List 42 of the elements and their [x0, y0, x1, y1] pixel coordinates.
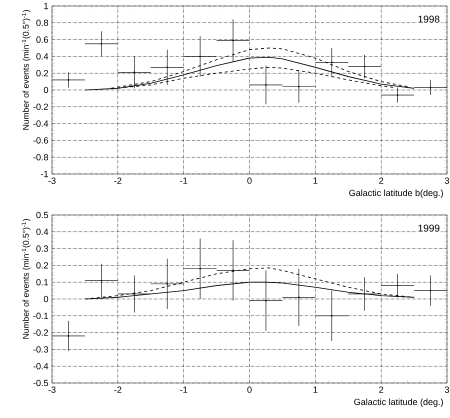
x-tick-label: -2 — [114, 386, 122, 393]
y-tick-label: 0.3 — [36, 245, 48, 252]
y-tick-label: -0.4 — [33, 120, 48, 127]
y-tick-label: -1 — [40, 170, 48, 178]
x-tick-label: 3 — [444, 178, 450, 184]
y-tick-label: -0.5 — [33, 380, 48, 386]
y-tick-label: 0.5 — [36, 212, 48, 218]
x-tick-label: 0 — [247, 386, 252, 393]
y-tick-label: -0.4 — [33, 363, 48, 370]
x-tick-label: 2 — [379, 178, 384, 184]
x-tick-label: -1 — [180, 178, 188, 184]
x-tick-label: -3 — [48, 178, 56, 184]
y-tick-label: -0.3 — [33, 346, 48, 353]
x-tick-label: 2 — [379, 386, 384, 393]
y-tick-label: 0.8 — [36, 20, 48, 26]
y-tick-label: 1 — [44, 2, 48, 10]
y-tick-label: 0 — [44, 86, 48, 94]
y-tick-label: -0.2 — [33, 104, 48, 110]
y-axis-title: Number of events (min$^{-1}$(0.5°)$^{-1}$) — [22, 219, 30, 339]
y-tick-label: -0.1 — [33, 312, 48, 319]
y-tick-label: 0 — [44, 296, 48, 302]
y-tick-label: 0.6 — [36, 36, 48, 43]
x-tick-label: 1 — [314, 178, 318, 184]
x-tick-label: -3 — [48, 386, 56, 393]
y-tick-label: 0.2 — [36, 70, 48, 76]
y-tick-label: 0.1 — [36, 279, 48, 286]
x-tick-label: -2 — [114, 178, 122, 184]
annotation: 1998 — [418, 16, 440, 23]
y-tick-label: 0.4 — [36, 228, 48, 235]
y-tick-label: 0.2 — [36, 262, 48, 269]
y-tick-label: -0.6 — [33, 137, 48, 144]
x-axis-title: Galactic latitude (deg.) — [354, 398, 443, 407]
x-axis-title: Galactic latitude b(deg.) — [349, 190, 443, 198]
annotation: 1999 — [418, 224, 440, 232]
x-tick-label: 1 — [314, 386, 318, 393]
x-tick-label: -1 — [180, 386, 188, 393]
y-tick-label: 0.4 — [36, 53, 48, 60]
x-tick-label: 3 — [444, 386, 450, 393]
x-tick-label: 0 — [247, 178, 252, 184]
y-tick-label: -0.2 — [33, 329, 48, 336]
y-axis-title: Number of events (min$^{-1}$(0.5°)$^{-1}$) — [22, 10, 30, 130]
y-tick-label: -0.8 — [33, 154, 48, 160]
